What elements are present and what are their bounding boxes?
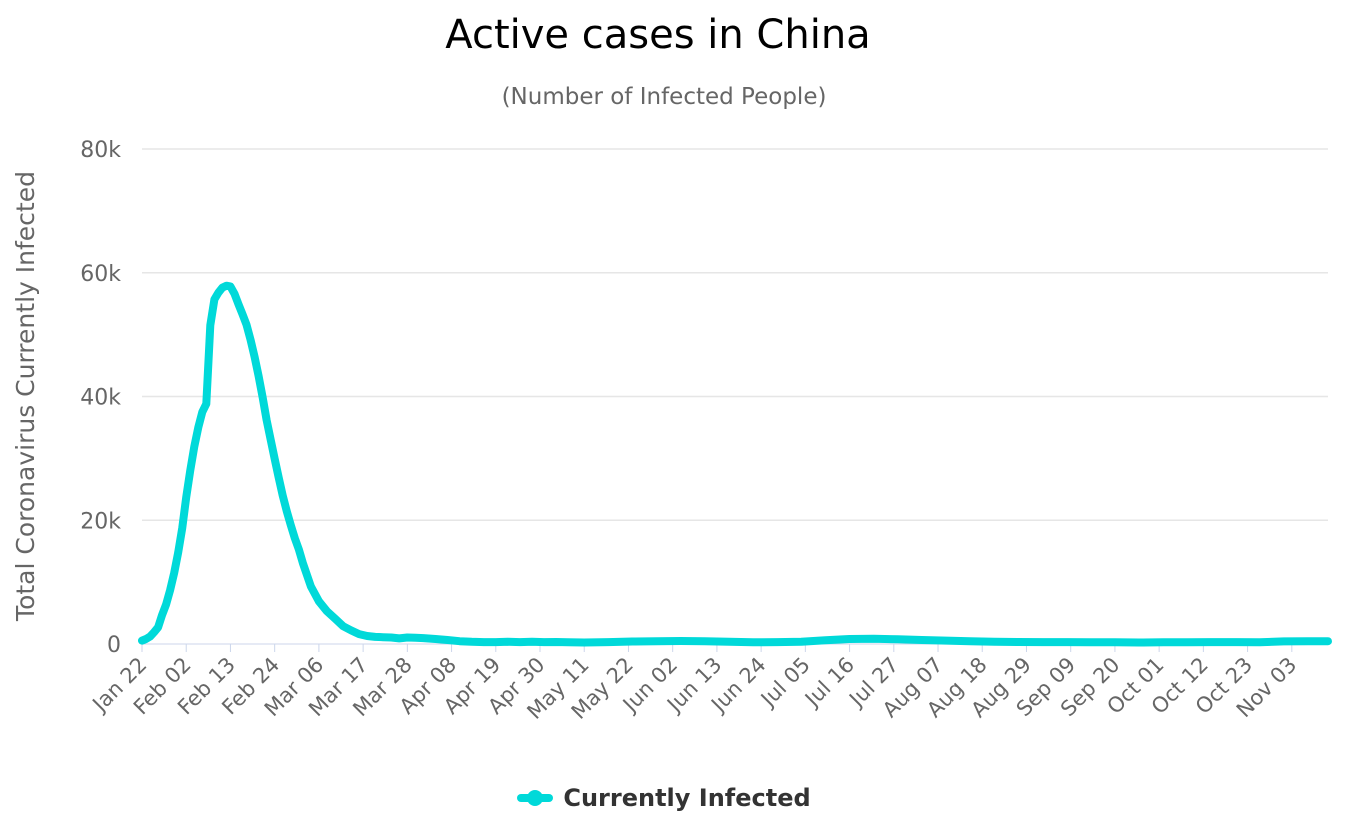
y-tick-label: 20k — [80, 509, 121, 534]
chart-title: Active cases in China — [445, 12, 871, 58]
series-line-currently-infected[interactable] — [138, 281, 1332, 647]
y-tick-label: 40k — [80, 386, 121, 411]
gridlines — [142, 148, 1328, 521]
legend-marker — [527, 790, 544, 806]
y-tick-label: 60k — [80, 262, 121, 287]
y-tick-label: 0 — [107, 633, 121, 658]
y-axis-ticks: 0 20k 40k 60k 80k — [80, 138, 121, 658]
legend-label: Currently Infected — [563, 784, 811, 812]
series-group — [138, 281, 1332, 647]
y-axis-label: Total Coronavirus Currently Infected — [11, 171, 40, 622]
legend-symbol — [517, 790, 554, 806]
y-tick-label: 80k — [80, 138, 121, 163]
x-tick-label: Jul 05 — [755, 653, 815, 713]
legend[interactable]: Currently Infected — [0, 784, 1328, 812]
chart-subtitle: (Number of Infected People) — [501, 84, 827, 110]
x-tick-label: Jul 16 — [799, 653, 859, 713]
